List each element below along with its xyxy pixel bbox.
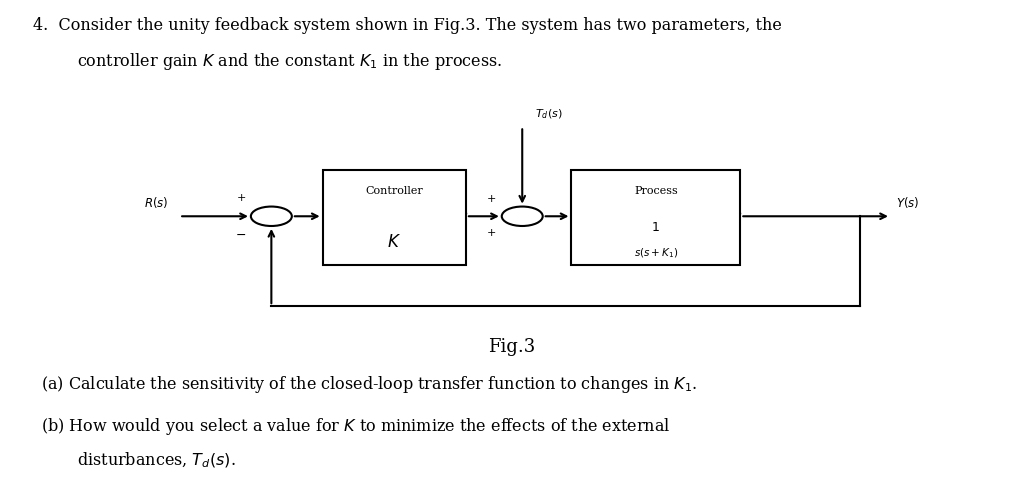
Text: 4.  Consider the unity feedback system shown in Fig.3. The system has two parame: 4. Consider the unity feedback system sh… bbox=[33, 17, 781, 34]
Bar bbox=[571, 170, 740, 265]
Text: $Y(s)$: $Y(s)$ bbox=[896, 195, 920, 210]
Bar bbox=[323, 170, 466, 265]
Text: (a) Calculate the sensitivity of the closed-loop transfer function to changes in: (a) Calculate the sensitivity of the clo… bbox=[41, 374, 697, 395]
Text: controller gain $K$ and the constant $K_1$ in the process.: controller gain $K$ and the constant $K_… bbox=[77, 51, 502, 72]
Text: Controller: Controller bbox=[366, 186, 423, 196]
Text: +: + bbox=[487, 228, 497, 239]
Text: Fig.3: Fig.3 bbox=[488, 338, 536, 357]
Text: $s(s+K_1)$: $s(s+K_1)$ bbox=[634, 246, 678, 260]
Text: +: + bbox=[237, 192, 246, 203]
Text: $R(s)$: $R(s)$ bbox=[144, 195, 169, 210]
Text: disturbances, $T_d(s)$.: disturbances, $T_d(s)$. bbox=[77, 451, 236, 470]
Text: $K$: $K$ bbox=[387, 234, 401, 251]
Text: +: + bbox=[487, 194, 497, 204]
Text: Process: Process bbox=[634, 186, 678, 196]
Text: (b) How would you select a value for $K$ to minimize the effects of the external: (b) How would you select a value for $K$… bbox=[41, 416, 671, 436]
Text: $-$: $-$ bbox=[234, 228, 246, 242]
Text: $T_d(s)$: $T_d(s)$ bbox=[535, 107, 562, 121]
Text: $1$: $1$ bbox=[651, 221, 660, 234]
